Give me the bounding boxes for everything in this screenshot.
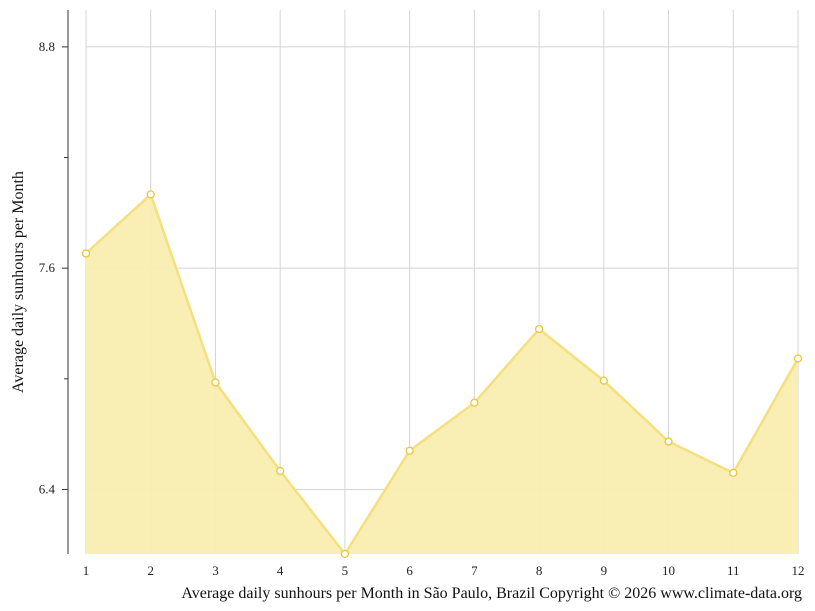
x-tick-label-9: 9: [601, 563, 608, 578]
x-tick-label-5: 5: [342, 563, 349, 578]
x-tick-label-4: 4: [277, 563, 284, 578]
data-point-6: [405, 446, 414, 455]
data-point-5: [340, 549, 350, 559]
data-point-12: [793, 354, 803, 363]
area-fill: [86, 194, 798, 554]
data-point-8: [534, 324, 544, 334]
data-point-2: [146, 190, 155, 199]
y-tick-label-2: 8.8: [39, 39, 55, 54]
data-point-3: [211, 378, 220, 387]
chart-caption: Average daily sunhours per Month in São …: [181, 585, 802, 602]
x-tick-label-1: 1: [83, 563, 90, 578]
x-tick-label-7: 7: [471, 563, 478, 578]
data-point-9: [599, 376, 608, 385]
x-axis-ticks: 1 2 3 4 5 6 7 8 9 10 11 12: [83, 563, 805, 578]
series-line: [85, 193, 800, 556]
y-tick-label-0: 6.4: [39, 481, 56, 496]
x-tick-label-3: 3: [212, 563, 219, 578]
x-tick-label-12: 12: [792, 563, 805, 578]
x-tick-label-2: 2: [147, 563, 154, 578]
data-point-4: [276, 466, 285, 476]
data-point-1: [81, 249, 91, 258]
x-tick-label-8: 8: [536, 563, 543, 578]
x-tick-label-10: 10: [662, 563, 675, 578]
data-points: [81, 190, 803, 559]
x-tick-label-6: 6: [406, 563, 413, 578]
y-axis-ticks: 6.4 7.6 8.8: [39, 39, 68, 496]
x-tick-label-11: 11: [727, 563, 740, 578]
y-tick-label-1: 7.6: [39, 260, 56, 275]
data-point-11: [729, 468, 738, 478]
y-axis-label: Average daily sunhours per Month: [10, 171, 27, 393]
data-point-10: [664, 437, 673, 446]
data-point-7: [470, 398, 479, 407]
